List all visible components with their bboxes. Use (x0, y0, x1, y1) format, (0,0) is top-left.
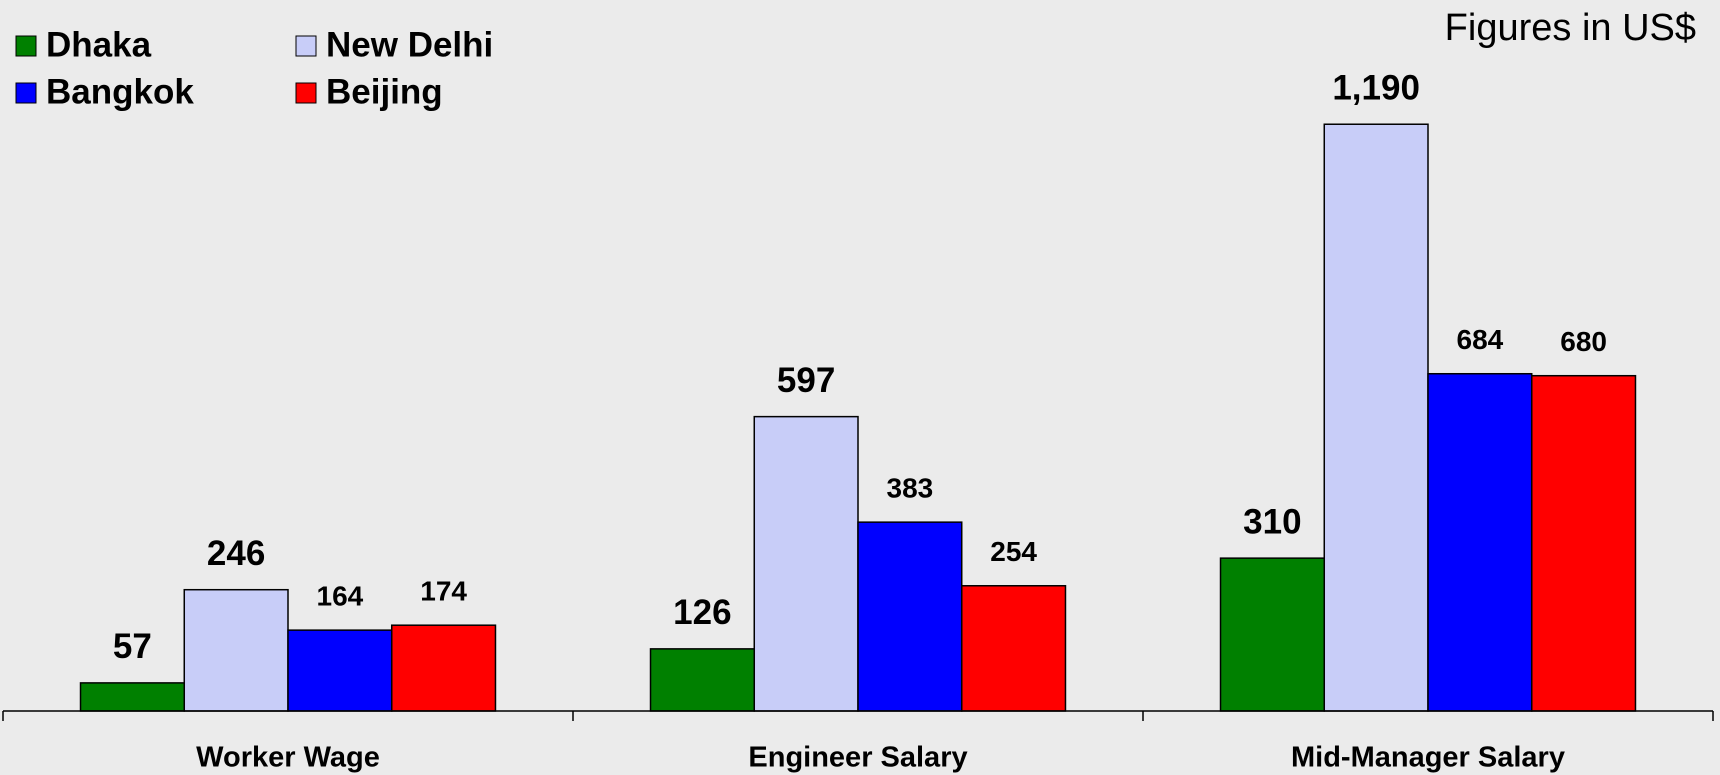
value-label: 164 (317, 581, 364, 612)
legend-label: Beijing (326, 72, 443, 111)
annotation: Figures in US$ (1445, 7, 1696, 49)
value-label: 57 (113, 627, 152, 666)
value-label: 310 (1243, 502, 1301, 541)
value-label: 597 (777, 361, 835, 400)
x-tick-label: Worker Wage (196, 742, 380, 774)
bar (1323, 123, 1429, 712)
value-label: 174 (420, 576, 467, 607)
value-label: 1,190 (1332, 68, 1420, 107)
bar (857, 521, 963, 712)
value-label: 246 (207, 534, 265, 573)
bar (960, 585, 1067, 712)
legend-label: Dhaka (46, 25, 152, 64)
bar (753, 415, 859, 712)
bar (1427, 372, 1533, 712)
legend-swatch (295, 82, 317, 104)
bar (79, 682, 186, 712)
legend-swatch (15, 82, 37, 104)
legend-swatch (295, 35, 317, 57)
bar (287, 629, 393, 712)
legend-swatch (15, 35, 37, 57)
bar (390, 624, 497, 712)
bar (1530, 374, 1637, 712)
bar (649, 648, 756, 712)
bar (1219, 557, 1326, 712)
legend-label: Bangkok (46, 72, 194, 111)
legend-label: New Delhi (326, 25, 493, 64)
x-tick-label: Engineer Salary (748, 742, 967, 774)
value-label: 126 (673, 593, 731, 632)
value-label: 684 (1457, 324, 1504, 355)
value-label: 254 (990, 536, 1037, 567)
value-label: 383 (887, 473, 934, 504)
bar (183, 588, 289, 712)
value-label: 680 (1560, 326, 1607, 357)
x-tick-label: Mid-Manager Salary (1291, 742, 1565, 774)
